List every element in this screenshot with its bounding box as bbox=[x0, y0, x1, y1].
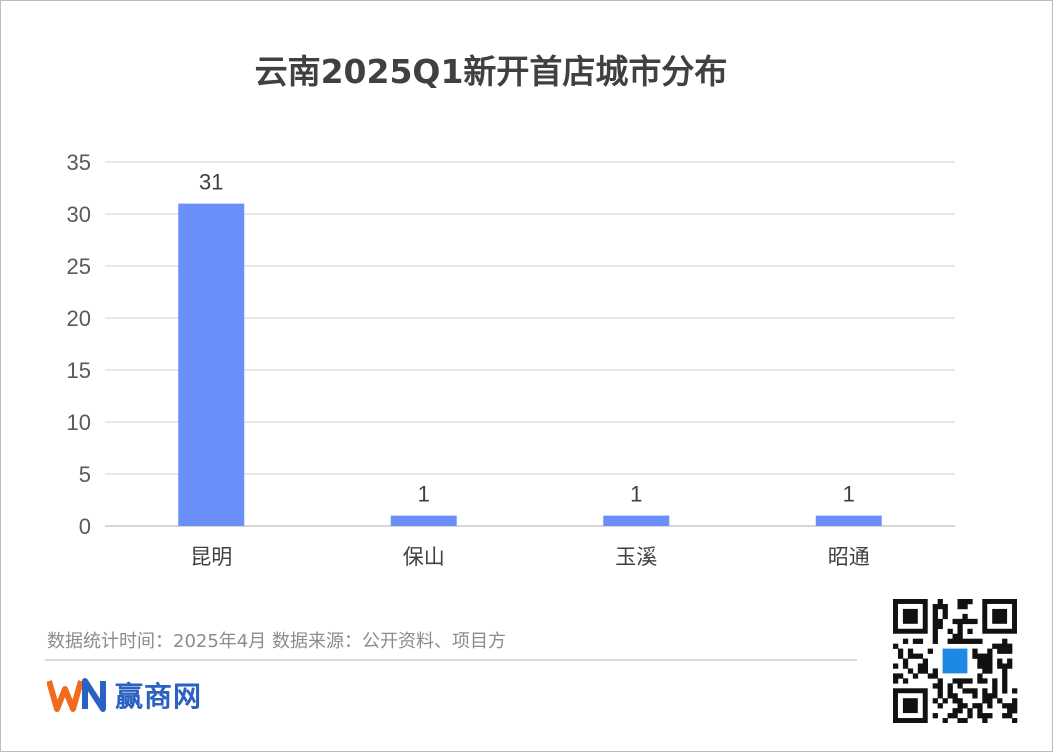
y-axis-ticks: 0 5 10 15 20 25 30 35 bbox=[67, 150, 91, 539]
qr-code-icon bbox=[893, 599, 1018, 723]
y-tick-label: 15 bbox=[67, 358, 91, 383]
bar-chart: 0 5 10 15 20 25 30 35 31 1 1 1 昆明 保山 玉溪 昭通 bbox=[67, 150, 955, 569]
y-tick-label: 25 bbox=[67, 254, 91, 279]
footnote: 数据统计时间：2025年4月 数据来源：公开资料、项目方 bbox=[47, 631, 506, 652]
data-labels: 31 1 1 1 bbox=[199, 170, 855, 507]
y-tick-label: 20 bbox=[67, 306, 91, 331]
footer-divider bbox=[45, 659, 857, 661]
chart-title: 云南2025Q1新开首店城市分布 bbox=[254, 52, 728, 91]
x-axis-ticks: 昆明 保山 玉溪 昭通 bbox=[190, 545, 870, 569]
y-tick-label: 5 bbox=[79, 462, 91, 487]
y-tick-label: 0 bbox=[79, 514, 91, 539]
data-label: 31 bbox=[199, 170, 223, 195]
y-tick-label: 30 bbox=[67, 202, 91, 227]
brand-logo-icon bbox=[47, 678, 106, 712]
data-label: 1 bbox=[843, 482, 855, 507]
brand-name: 赢商网 bbox=[115, 680, 203, 713]
bar bbox=[603, 515, 670, 526]
bars bbox=[178, 203, 882, 526]
y-tick-label: 10 bbox=[67, 410, 91, 435]
x-tick-label: 保山 bbox=[403, 545, 445, 569]
bar bbox=[178, 203, 245, 526]
brand: 赢商网 bbox=[47, 675, 202, 715]
y-tick-label: 35 bbox=[67, 150, 91, 175]
x-tick-label: 昆明 bbox=[190, 545, 232, 569]
x-tick-label: 昭通 bbox=[828, 545, 870, 569]
data-label: 1 bbox=[630, 482, 642, 507]
grid-lines bbox=[105, 161, 955, 527]
data-label: 1 bbox=[418, 482, 430, 507]
x-tick-label: 玉溪 bbox=[615, 545, 657, 569]
bar bbox=[815, 515, 882, 526]
bar bbox=[390, 515, 457, 526]
